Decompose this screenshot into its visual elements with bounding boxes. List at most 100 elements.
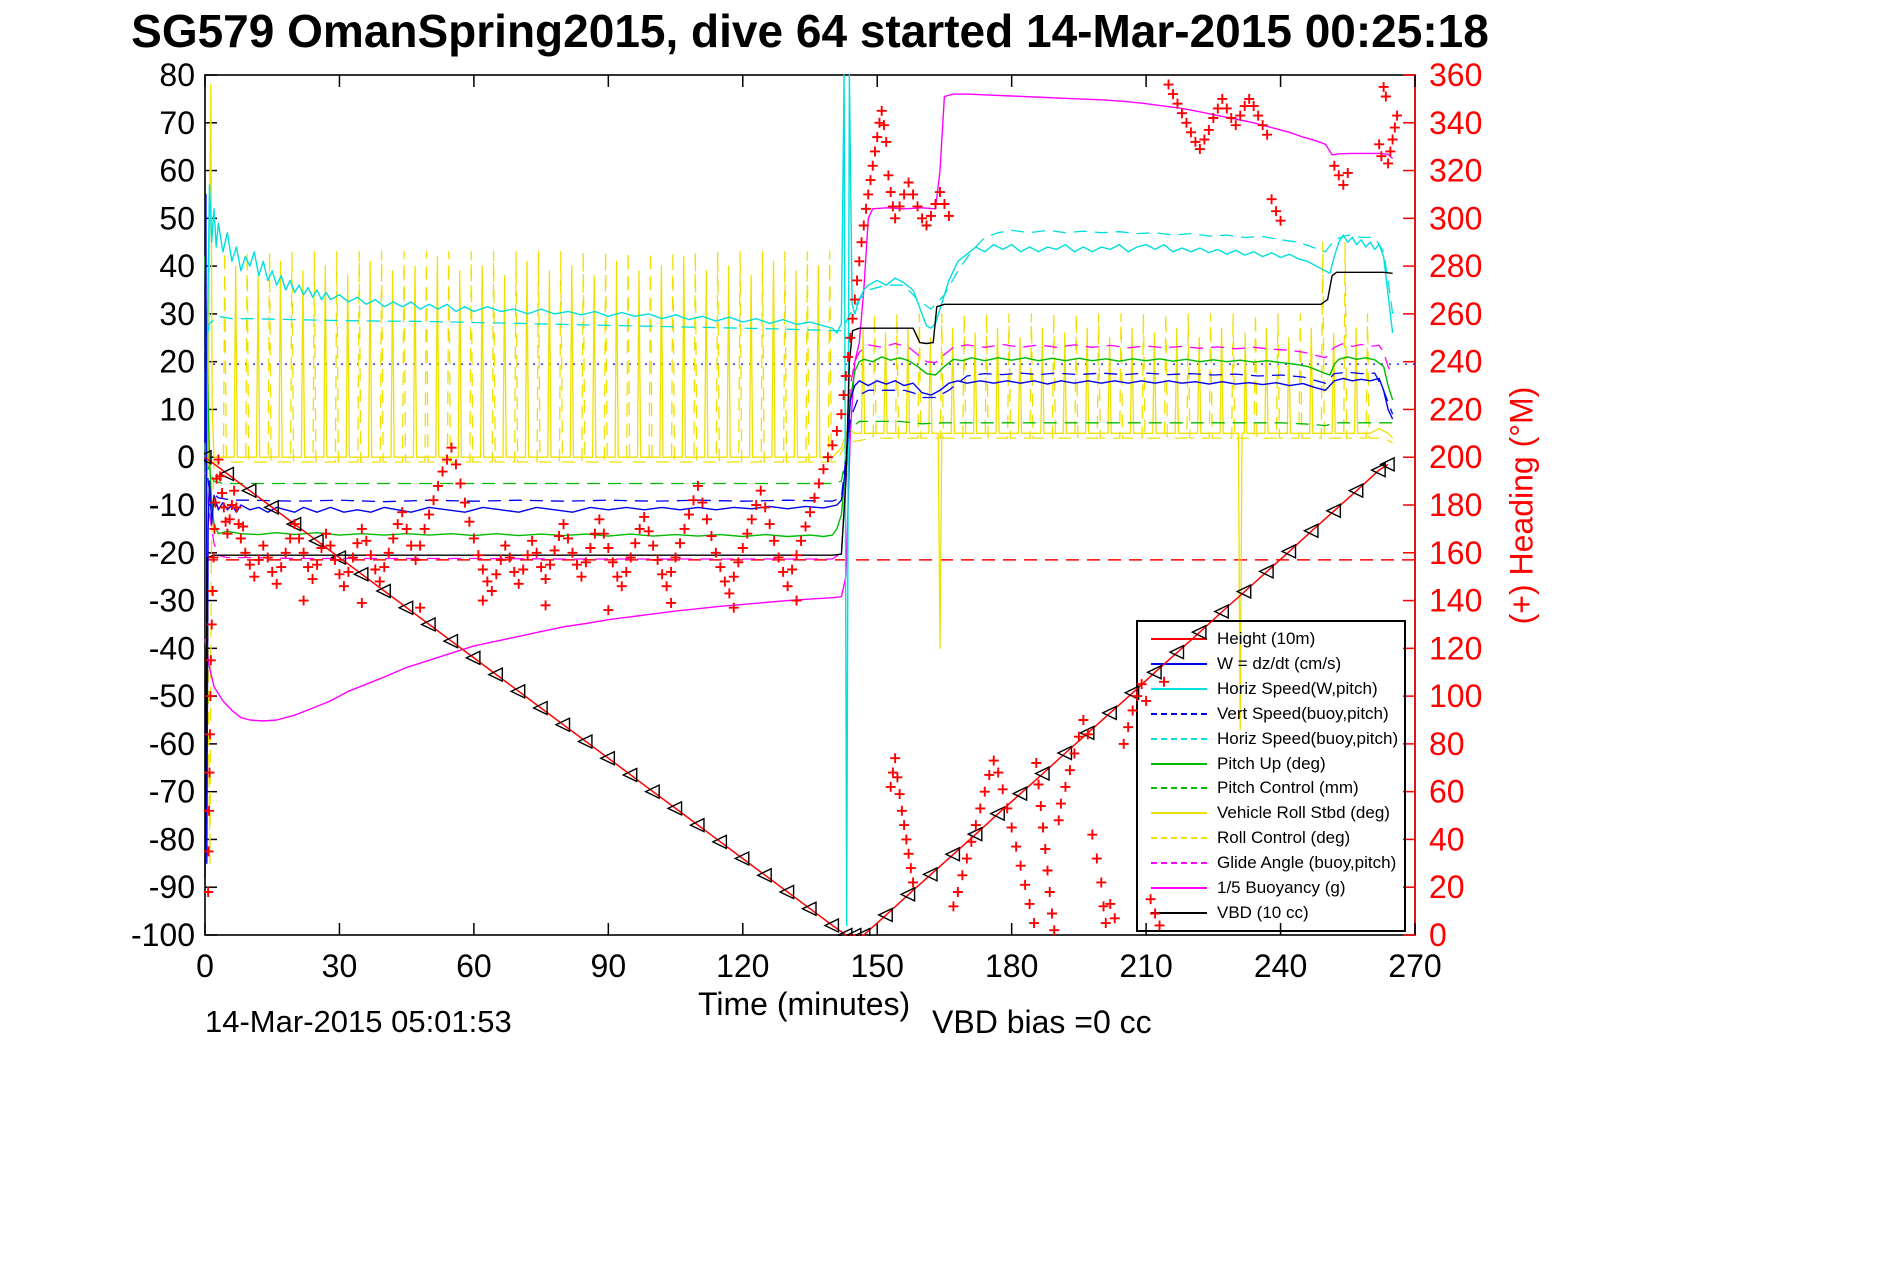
plus-marker [589, 528, 600, 539]
plus-marker [1185, 127, 1196, 138]
y-right-tick-label: 40 [1429, 821, 1465, 857]
plus-marker [1190, 136, 1201, 147]
plus-marker [224, 514, 235, 525]
y-left-tick-label: -40 [149, 630, 195, 666]
plus-marker [594, 514, 605, 525]
plus-marker [240, 547, 251, 558]
plus-marker [621, 566, 632, 577]
plus-marker [899, 820, 910, 831]
legend-label: Pitch Control (mm) [1217, 778, 1359, 798]
plus-marker [244, 559, 255, 570]
triangle-left-marker [823, 917, 840, 934]
legend-line-sample [1151, 687, 1207, 690]
plus-marker [1100, 918, 1111, 929]
triangle-left-marker [307, 533, 324, 549]
plus-marker [285, 533, 296, 544]
plus-marker [549, 545, 560, 556]
plus-marker [988, 755, 999, 766]
plus-marker [966, 836, 977, 847]
plus-marker [979, 786, 990, 797]
plus-marker [926, 210, 936, 221]
y-left-tick-label: 0 [177, 439, 195, 475]
plus-marker [276, 562, 287, 573]
legend-label: Roll Control (deg) [1217, 828, 1351, 848]
plus-marker [818, 464, 829, 475]
plus-marker [352, 538, 363, 549]
y-left-tick-label: 40 [159, 248, 195, 284]
plus-marker [670, 552, 681, 563]
y-right-tick-label: 100 [1429, 678, 1482, 714]
triangle-left-marker [218, 466, 235, 482]
plus-marker [778, 566, 789, 577]
plus-marker [1049, 925, 1060, 936]
plus-marker [210, 497, 221, 508]
triangle-left-marker [854, 927, 871, 936]
triangle-left-marker [1123, 685, 1140, 701]
plus-marker [334, 569, 345, 580]
plus-marker [719, 576, 730, 587]
plus-marker [1271, 206, 1282, 217]
plus-marker [903, 177, 914, 188]
triangle-left-marker [966, 826, 983, 842]
triangle-left-marker [989, 806, 1005, 822]
triangle-left-marker [576, 733, 593, 750]
plus-marker [437, 466, 448, 477]
plus-marker [899, 189, 910, 200]
plus-marker [856, 237, 867, 248]
triangle-left-marker [621, 767, 638, 783]
legend-label: Vert Speed(buoy,pitch) [1217, 703, 1389, 723]
plus-marker [800, 521, 811, 532]
plus-marker [1172, 98, 1183, 109]
plus-marker [634, 523, 645, 534]
plus-marker [495, 554, 506, 565]
plus-marker [1002, 803, 1013, 814]
plus-marker [1078, 715, 1089, 725]
plus-marker [289, 519, 300, 530]
legend-line-sample [1151, 887, 1207, 890]
plus-marker [567, 547, 578, 558]
plus-marker [905, 863, 916, 874]
plus-marker [1082, 729, 1093, 740]
plus-marker [1248, 101, 1259, 112]
plus-marker [867, 160, 878, 171]
plus-marker [1230, 120, 1241, 131]
plus-marker [908, 189, 919, 200]
series-pitch-control [204, 420, 1393, 485]
plus-marker [235, 533, 246, 544]
x-tick-label: 0 [196, 948, 214, 984]
plus-marker [554, 531, 565, 542]
plus-marker [1033, 779, 1044, 790]
plus-marker [1262, 129, 1273, 140]
chart-title: SG579 OmanSpring2015, dive 64 started 14… [131, 5, 1489, 57]
plus-marker [903, 848, 914, 859]
plus-marker [943, 210, 954, 221]
plus-marker [827, 440, 838, 451]
plus-marker [1380, 91, 1391, 102]
y-right-tick-label: 140 [1429, 583, 1482, 619]
plus-marker [688, 495, 699, 506]
y-right-tick-label: 260 [1429, 296, 1482, 332]
plus-marker [787, 564, 798, 575]
series-vert-speed-buoy [204, 371, 1394, 503]
plus-marker [885, 781, 896, 792]
series-glide-angle [204, 342, 1394, 560]
x-tick-label: 210 [1119, 948, 1172, 984]
legend-entry: 1/5 Buoyancy (g) [1151, 878, 1404, 898]
y-right-tick-label: 300 [1429, 200, 1482, 236]
plus-marker [773, 552, 784, 563]
plus-marker [1055, 798, 1066, 809]
triangle-left-marker [554, 717, 571, 733]
plus-marker [643, 526, 654, 537]
legend-label: W = dz/dt (cm/s) [1217, 653, 1342, 673]
plus-marker [571, 559, 582, 570]
plus-marker [1194, 144, 1205, 155]
plus-marker [630, 538, 641, 549]
y-left-tick-label: -30 [149, 583, 195, 619]
plus-marker [522, 550, 533, 561]
plus-marker [459, 497, 470, 508]
plus-marker [791, 550, 802, 561]
plus-marker [1069, 748, 1080, 759]
legend-entry: Height (10m) [1151, 629, 1404, 649]
legend-entry: Glide Angle (buoy,pitch) [1151, 853, 1404, 873]
